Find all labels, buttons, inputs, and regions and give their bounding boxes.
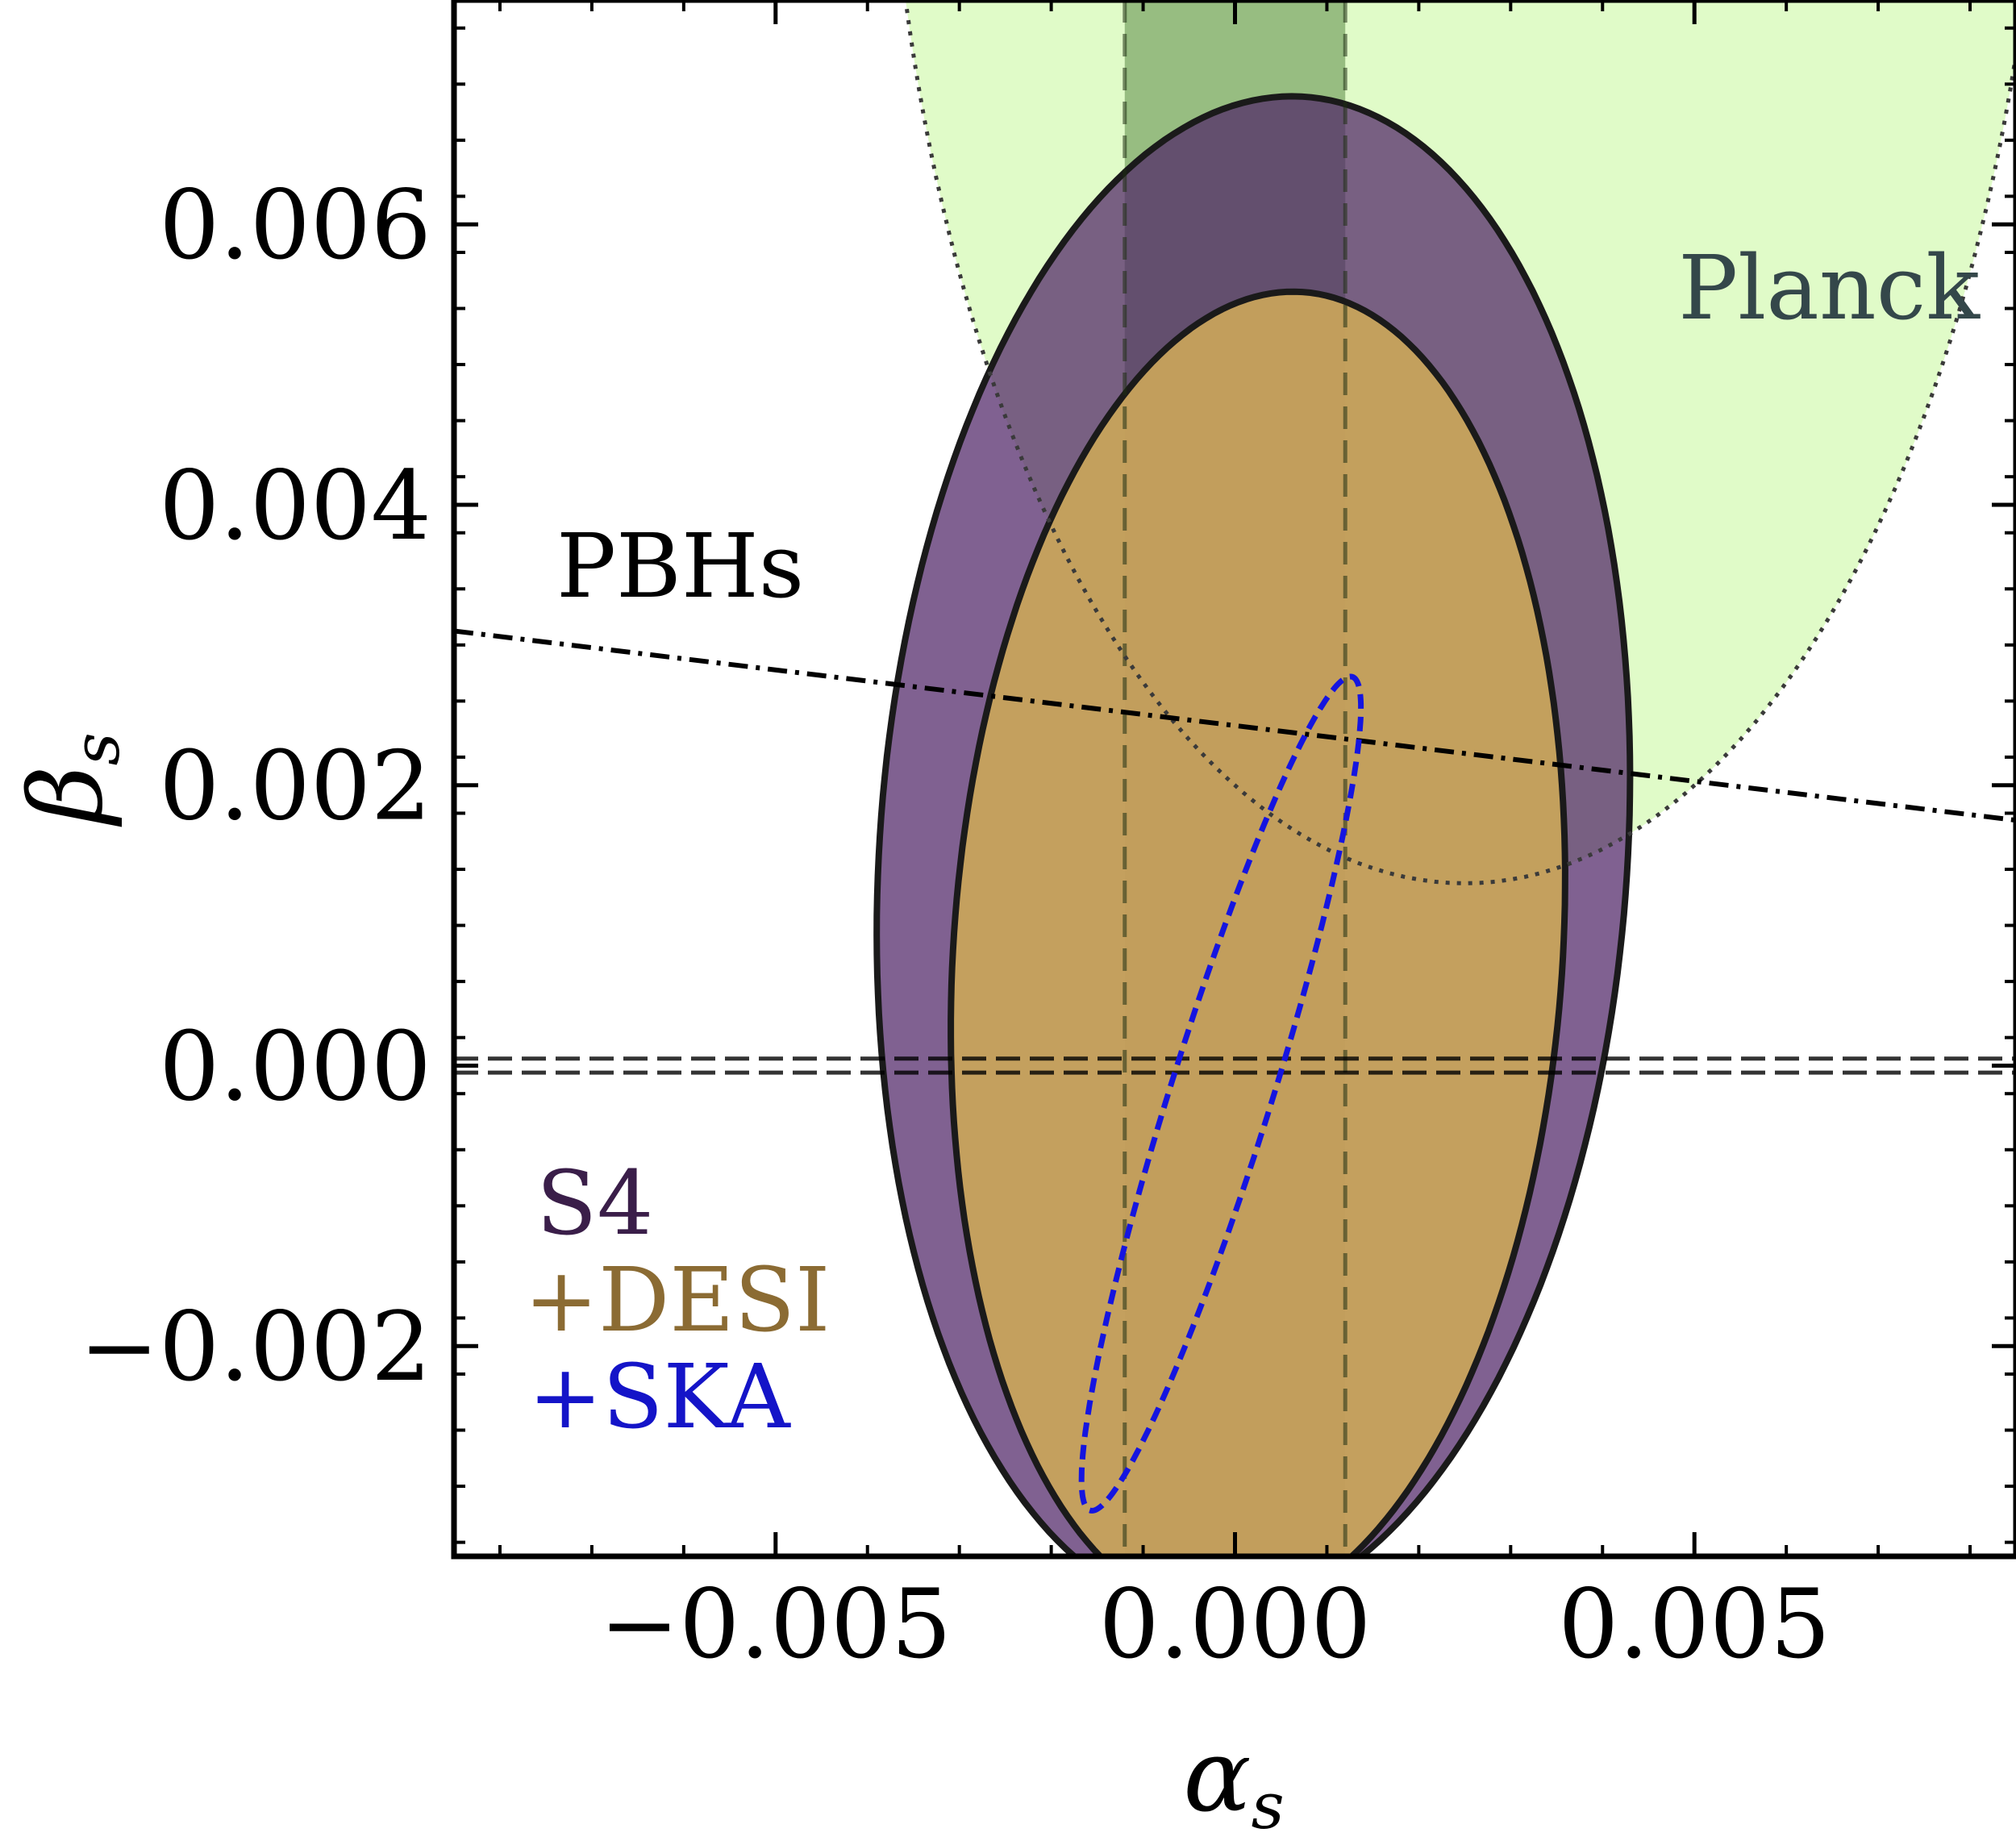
x-tick-label: 0.005 [1558, 1568, 1831, 1680]
ska-label: +SKA [528, 1345, 791, 1448]
minor-ticks [454, 0, 2016, 1556]
y-tick-labels: 0.006 0.004 0.002 0.000 −0.002 [79, 169, 431, 1402]
s4-desi-ska-ellipse [1078, 673, 1364, 1514]
pbh-label: PBHs [556, 514, 804, 618]
x-axis-title: αs [1183, 1718, 1284, 1841]
y-tick-label: 0.000 [159, 1010, 431, 1122]
major-ticks [454, 0, 2016, 1556]
x-tick-labels: −0.005 0.000 0.005 [599, 1568, 1831, 1680]
x-tick-label: 0.000 [1099, 1568, 1372, 1680]
pbh-line [454, 628, 2016, 823]
s4-desi-ellipse [948, 288, 1568, 1556]
y-tick-label: 0.002 [159, 731, 431, 842]
y-tick-label: 0.006 [159, 169, 431, 281]
planck-label: Planck [1678, 236, 1981, 339]
y-axis-title: βs [8, 732, 134, 827]
y-tick-label: −0.002 [79, 1291, 431, 1402]
s4-label: S4 [536, 1152, 653, 1255]
desi-label: +DESI [524, 1248, 830, 1352]
plot-area [454, 0, 2016, 1556]
x-tick-label: −0.005 [599, 1568, 952, 1680]
y-tick-label: 0.004 [159, 450, 431, 561]
